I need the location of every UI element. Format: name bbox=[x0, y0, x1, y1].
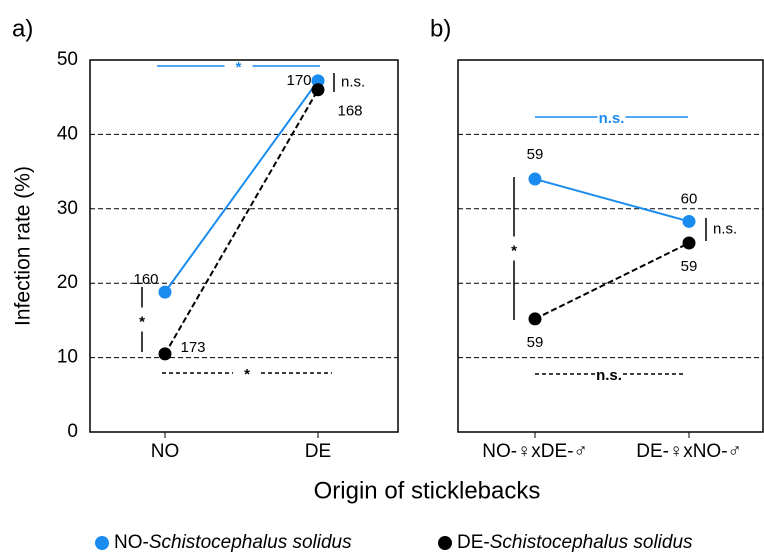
x-tick-label: NO-♀xDE-♂ bbox=[482, 441, 588, 462]
y-axis-label: Infection rate (%) bbox=[12, 166, 35, 326]
legend-marker bbox=[438, 536, 452, 550]
data-point bbox=[311, 74, 325, 88]
data-point bbox=[682, 214, 696, 228]
sample-size: 170 bbox=[286, 72, 311, 89]
sample-size: 173 bbox=[180, 339, 205, 356]
data-point bbox=[158, 347, 172, 361]
sample-size: 160 bbox=[133, 271, 158, 288]
y-tick-label: 40 bbox=[57, 123, 78, 144]
panel-label: a) bbox=[12, 15, 33, 42]
data-point bbox=[682, 236, 696, 250]
sample-size: 59 bbox=[681, 258, 698, 275]
legend-marker bbox=[95, 536, 109, 550]
x-tick-label: DE-♀xNO-♂ bbox=[636, 441, 742, 462]
data-point bbox=[528, 312, 542, 326]
significance-label: * bbox=[244, 366, 250, 383]
series-line bbox=[164, 80, 319, 293]
series-line bbox=[164, 89, 319, 355]
x-axis-label: Origin of sticklebacks bbox=[314, 477, 541, 504]
data-point bbox=[528, 172, 542, 186]
series-line bbox=[534, 242, 690, 320]
significance-label: * bbox=[139, 313, 145, 330]
x-tick-label: NO bbox=[151, 441, 180, 462]
plot-frame bbox=[457, 59, 764, 433]
y-tick-label: 20 bbox=[57, 272, 78, 293]
panel-label: b) bbox=[430, 15, 451, 42]
significance-label: n.s. bbox=[341, 73, 365, 90]
legend-label: DE-Schistocephalus solidus bbox=[457, 532, 693, 553]
y-tick-label: 10 bbox=[57, 347, 78, 368]
significance-label: * bbox=[511, 242, 517, 259]
series-line bbox=[534, 178, 690, 223]
sample-size: 59 bbox=[527, 334, 544, 351]
significance-label: n.s. bbox=[599, 110, 625, 127]
y-tick-label: 30 bbox=[57, 198, 78, 219]
y-tick-label: 0 bbox=[67, 421, 78, 442]
x-tick-label: DE bbox=[305, 441, 331, 462]
significance-label: n.s. bbox=[713, 220, 737, 237]
data-point bbox=[311, 83, 325, 97]
sample-size: 168 bbox=[337, 103, 362, 120]
significance-label: * bbox=[236, 59, 242, 76]
legend-label: NO-Schistocephalus solidus bbox=[114, 532, 352, 553]
y-tick-label: 50 bbox=[57, 49, 78, 70]
sample-size: 60 bbox=[681, 190, 698, 207]
plot-frame bbox=[89, 59, 399, 433]
sample-size: 59 bbox=[527, 146, 544, 163]
data-point bbox=[158, 285, 172, 299]
significance-label: n.s. bbox=[596, 367, 622, 384]
